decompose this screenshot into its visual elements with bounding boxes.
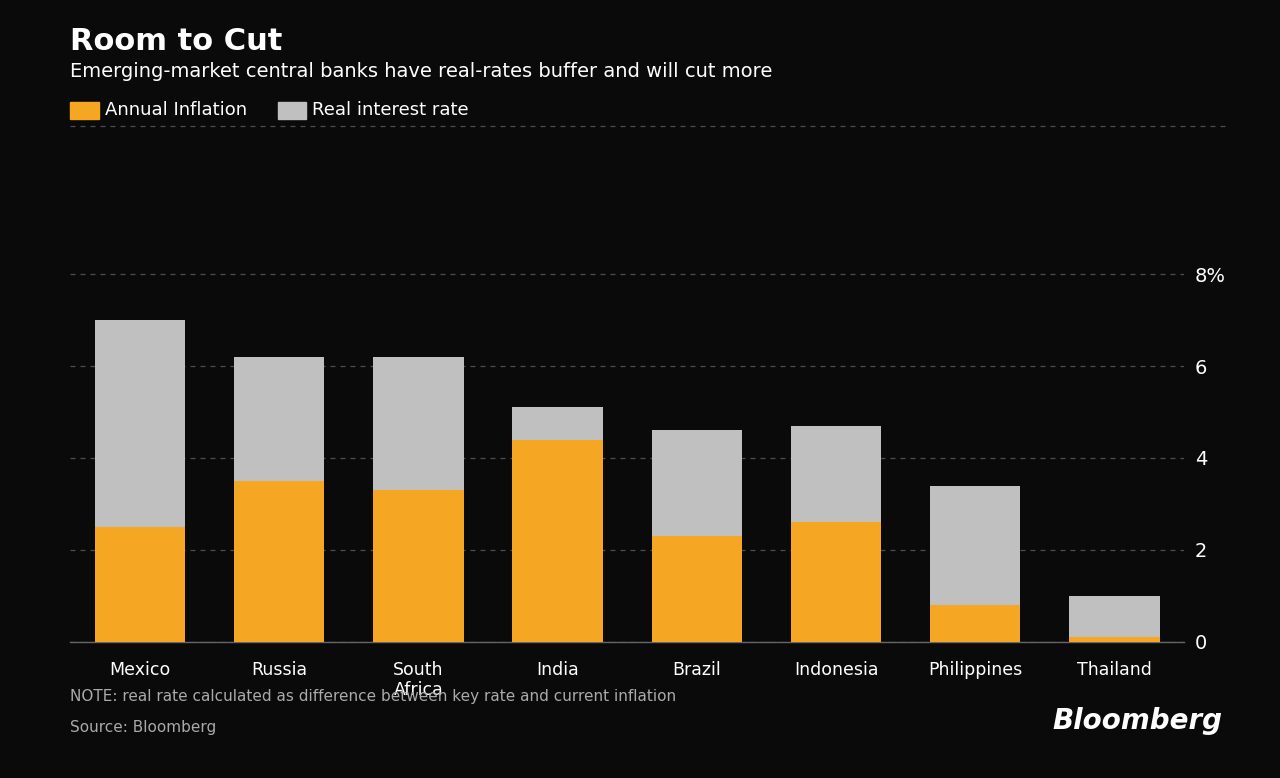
Text: Annual Inflation: Annual Inflation bbox=[105, 101, 247, 120]
Bar bbox=[95, 320, 186, 527]
Bar bbox=[791, 522, 881, 642]
Bar bbox=[652, 430, 742, 536]
Bar bbox=[931, 605, 1020, 642]
Text: Bloomberg: Bloomberg bbox=[1052, 707, 1222, 735]
Bar bbox=[512, 408, 603, 440]
Bar bbox=[95, 527, 186, 642]
Text: NOTE: real rate calculated as difference between key rate and current inflation: NOTE: real rate calculated as difference… bbox=[70, 689, 677, 703]
Bar bbox=[512, 440, 603, 642]
Bar bbox=[1069, 596, 1160, 637]
Text: Source: Bloomberg: Source: Bloomberg bbox=[70, 720, 216, 734]
Bar bbox=[652, 536, 742, 642]
Bar bbox=[374, 357, 463, 490]
Bar bbox=[791, 426, 881, 522]
Bar bbox=[931, 485, 1020, 605]
Bar bbox=[374, 490, 463, 642]
Bar bbox=[234, 357, 324, 481]
Bar bbox=[234, 481, 324, 642]
Bar bbox=[1069, 637, 1160, 642]
Text: Room to Cut: Room to Cut bbox=[70, 27, 283, 56]
Text: Real interest rate: Real interest rate bbox=[312, 101, 468, 120]
Text: Emerging-market central banks have real-rates buffer and will cut more: Emerging-market central banks have real-… bbox=[70, 62, 773, 81]
